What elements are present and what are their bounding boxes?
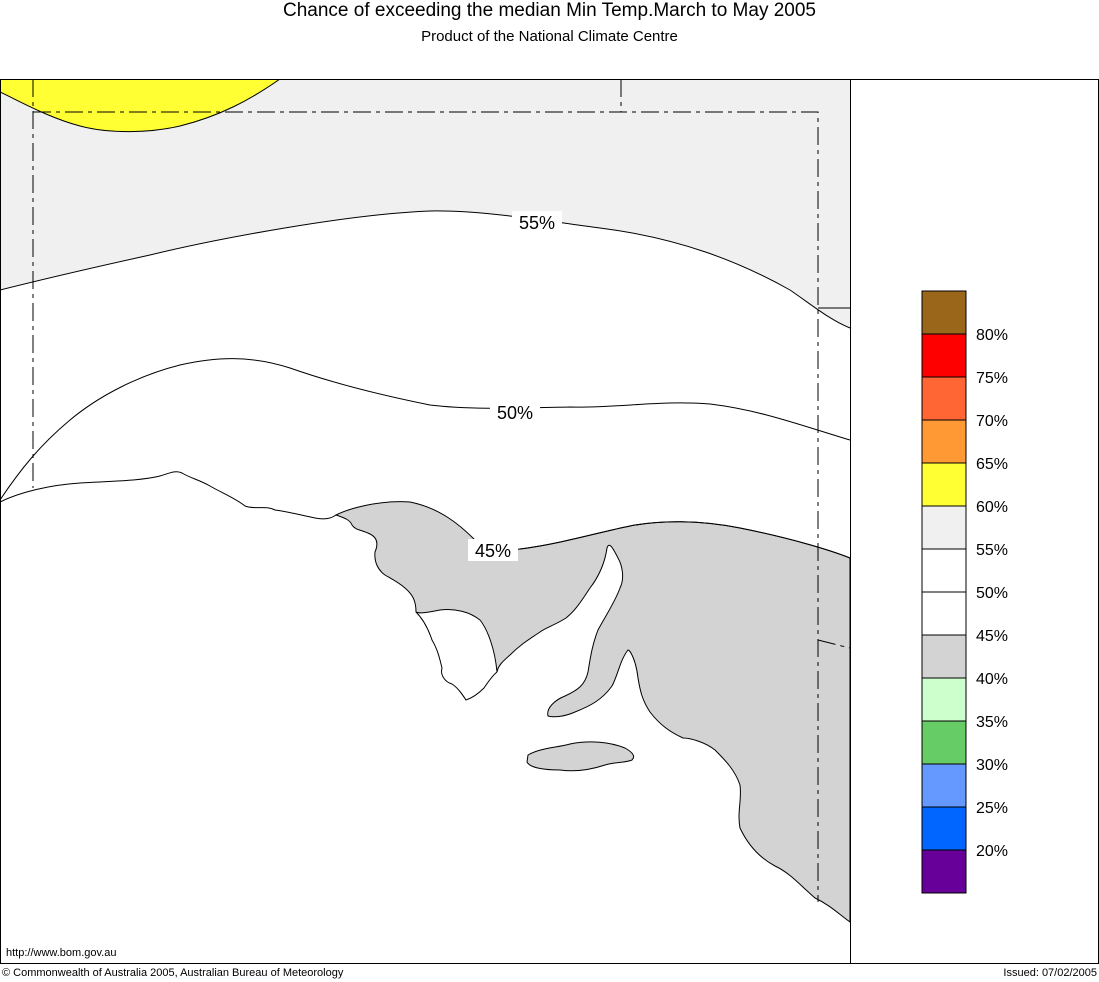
band-60-65: [0, 79, 281, 133]
map-fill-layer: [0, 79, 850, 923]
svg-text:45%: 45%: [475, 541, 511, 561]
copyright-notice: © Commonwealth of Australia 2005, Austra…: [2, 967, 344, 979]
legend-swatch: [921, 462, 967, 507]
legend-label: 20%: [976, 843, 1008, 860]
legend-label: 25%: [976, 800, 1008, 817]
legend-swatch: [921, 677, 967, 722]
map-title: Chance of exceeding the median Min Temp.…: [282, 0, 816, 21]
contour-55: [0, 210, 851, 329]
contour-label-55: 55%: [512, 211, 562, 233]
legend-swatch: [921, 548, 967, 593]
land-40-45: [334, 501, 850, 923]
legend-label: 65%: [976, 456, 1008, 473]
map-subtitle: Product of the National Climate Centre: [421, 28, 678, 45]
legend-swatch: [921, 290, 967, 335]
legend-label: 70%: [976, 413, 1008, 430]
issued-date: Issued: 07/02/2005: [1003, 967, 1097, 979]
svg-text:50%: 50%: [497, 403, 533, 423]
legend-frame: [850, 79, 1099, 964]
legend-label: 40%: [976, 671, 1008, 688]
contour-label-45: 45%: [468, 539, 518, 561]
source-url[interactable]: http://www.bom.gov.au: [6, 947, 117, 959]
kangaroo-island: [526, 741, 635, 772]
svg-text:55%: 55%: [519, 213, 555, 233]
contour-label-50: 50%: [490, 401, 540, 423]
band-55-60: [0, 79, 850, 328]
state-boundary: [32, 79, 851, 902]
legend-label: 60%: [976, 499, 1008, 516]
legend-label: 55%: [976, 542, 1008, 559]
legend-label: 75%: [976, 370, 1008, 387]
legend-label: 50%: [976, 585, 1008, 602]
legend-swatch: [921, 591, 967, 636]
legend-swatch: [921, 634, 967, 679]
legend-label: 35%: [976, 714, 1008, 731]
contour-50: [0, 358, 851, 501]
legend-swatch: [921, 419, 967, 464]
coastline-eyre: [415, 611, 498, 701]
legend-swatch: [921, 505, 967, 550]
legend-label: 45%: [976, 628, 1008, 645]
legend-label: 80%: [976, 327, 1008, 344]
legend-swatch: [921, 720, 967, 765]
contour-lines: [0, 210, 851, 559]
legend-swatch: [921, 333, 967, 378]
legend-swatch: [921, 763, 967, 808]
colour-legend: 80% 75% 70% 65% 60% 55% 50% 45% 40% 35% 30% 25% 20%: [921, 290, 1008, 894]
legend-swatch: [921, 376, 967, 421]
legend-swatch: [921, 849, 967, 894]
coastline: [0, 471, 337, 520]
legend-swatch: [921, 806, 967, 851]
legend-label: 30%: [976, 757, 1008, 774]
contour-45: [519, 521, 851, 559]
